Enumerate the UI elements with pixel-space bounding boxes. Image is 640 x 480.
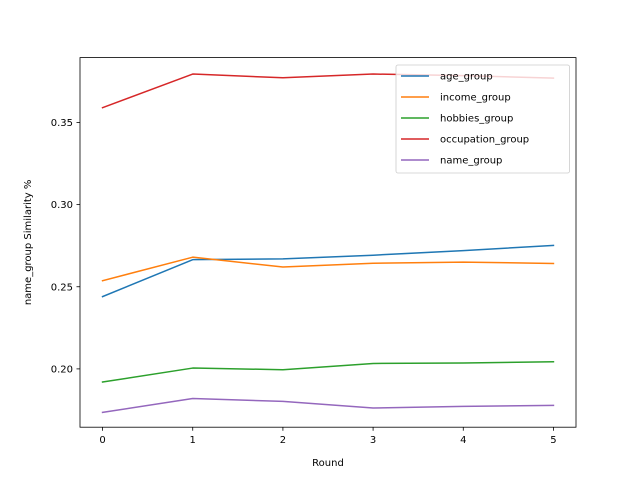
legend-frame <box>395 64 570 174</box>
x-tick-label: 4 <box>460 435 466 446</box>
y-tick-label: 0.20 <box>51 364 73 375</box>
legend-item-occupation-group: occupation_group <box>401 135 529 146</box>
x-tick-label: 3 <box>370 435 376 446</box>
legend: age_group income_group hobbies_groupoccupa… <box>395 64 570 174</box>
y-tick-label: 0.30 <box>51 200 73 211</box>
y-tick-label: 0.35 <box>51 118 73 129</box>
axis-ticks: 0 1 2 3 4 5 0.20 0.25 0.30 0.35 <box>51 118 557 446</box>
legend-item-income-group: income_group <box>401 93 511 104</box>
legend-label: occupation_group <box>440 135 529 146</box>
y-tick-label: 0.25 <box>51 282 73 293</box>
plot-area-frame <box>79 57 577 428</box>
legend-item-name-group: name_group <box>401 156 502 167</box>
legend-label: age_group <box>440 72 493 83</box>
y-axis-label: name_group Similarity % <box>23 180 34 306</box>
legend-label: income_group <box>440 93 511 104</box>
x-tick-label: 1 <box>190 435 196 446</box>
series-lines <box>101 73 555 414</box>
x-tick-label: 0 <box>99 435 105 446</box>
x-tick-label: 5 <box>550 435 556 446</box>
legend-label: hobbies_group <box>440 114 513 125</box>
series-line-hobbies-group <box>101 361 555 383</box>
series-line-income-group <box>101 256 555 282</box>
legend-label: name_group <box>440 156 502 167</box>
series-line-age-group <box>101 244 555 298</box>
legend-item-age-group: age_group <box>401 72 493 83</box>
x-axis-label: Round <box>312 458 344 469</box>
legend-item-hobbies-group: hobbies_group <box>401 114 513 125</box>
x-tick-label: 2 <box>280 435 286 446</box>
series-line-name-group <box>101 397 555 414</box>
